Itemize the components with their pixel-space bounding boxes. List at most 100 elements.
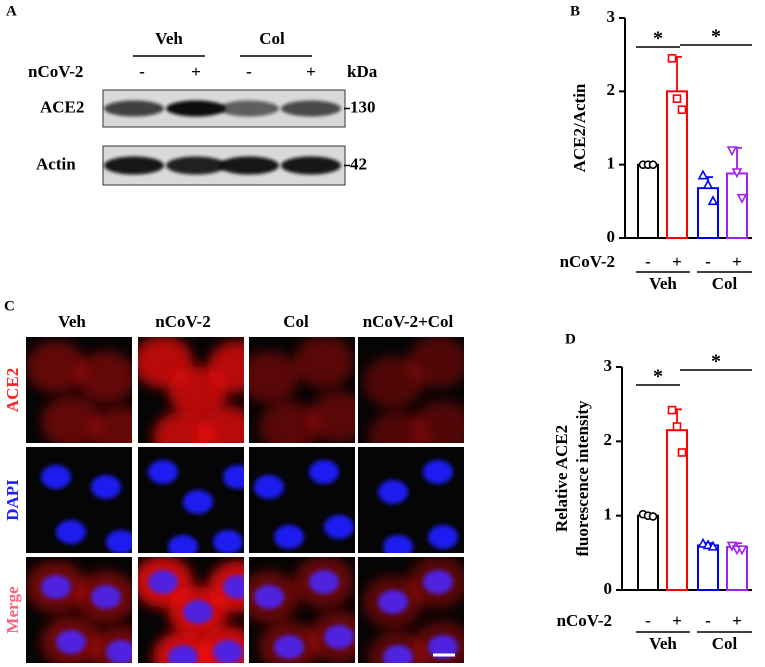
cell-ace2 [249,351,299,403]
nucleus [91,585,121,609]
nucleus [168,645,198,663]
data-point [667,54,677,63]
blot-band [166,156,226,175]
cell-ace2 [259,401,319,443]
x-tick-label: - [705,252,711,271]
panel-label: D [565,331,576,347]
row-label: Actin [36,154,76,173]
column-header: nCoV-2+Col [363,312,454,331]
data-point [667,405,677,415]
bar [697,187,719,239]
y-tick-label: 3 [607,7,616,26]
bar [697,544,719,592]
y-axis-label: ACE2/Actin [570,83,589,172]
panel-label: A [6,3,17,19]
x-tick-label: + [732,611,742,630]
micrograph [249,337,355,443]
data-point [731,168,743,179]
cell-ace2 [41,396,101,443]
nucleus [378,590,408,614]
cell-ace2 [363,356,423,408]
x-tick-label: - [645,252,651,271]
kda-label: 130 [350,97,376,116]
row-label: ACE2 [40,97,84,116]
y-axis-label: fluorescence intensity [573,400,592,556]
nucleus [274,525,304,549]
data-point [677,105,687,114]
nucleus [56,520,86,544]
data-point [702,179,714,189]
row-label: DAPI [3,479,22,521]
cell-ace2 [76,351,132,403]
nucleus [213,530,243,553]
cell-ace2 [408,337,464,388]
lane-label: - [139,62,145,81]
nucleus [183,600,213,624]
nucleus [254,475,284,499]
cell-ace2 [294,337,354,388]
bar [666,90,688,240]
micrograph [358,337,464,443]
nucleus [309,570,339,594]
lane-label: + [191,62,201,81]
y-tick-label: 0 [607,227,616,246]
y-axis-label: Relative ACE2 [552,425,571,532]
data-point [726,146,738,157]
micrograph [249,557,355,663]
data-point [707,540,719,551]
x-tick-label: + [672,252,682,271]
nucleus [309,460,339,484]
nucleus [428,525,458,549]
bar [637,163,659,240]
data-point [672,94,682,103]
bar [726,172,748,239]
column-header: Veh [58,312,86,331]
y-tick-label: 0 [604,579,613,598]
data-point [707,195,719,206]
nucleus [41,465,71,489]
lane-label: - [246,62,252,81]
nucleus [91,475,121,499]
bar [637,514,659,592]
panel-label: B [570,3,580,19]
nucleus [383,535,413,553]
group-label: Veh [649,634,677,653]
lane-label: + [306,62,316,81]
data-point [736,545,748,556]
significance-label: * [653,28,663,50]
blot-band [166,100,226,117]
x-tick-label: + [732,252,742,271]
group-label: Veh [649,274,677,293]
cell-ace2 [208,341,244,393]
cell-ace2 [26,341,86,393]
unit-label: kDa [347,62,378,81]
nucleus [106,530,132,553]
nucleus [423,460,453,484]
blot-band [104,156,164,175]
treatment-label: nCoV-2 [28,62,83,81]
nucleus [168,535,198,553]
column-header: nCoV-2 [155,312,210,331]
significance-label: * [711,26,721,48]
x-row-label: nCoV-2 [557,611,612,630]
kda-label: 42 [350,154,367,173]
nucleus [423,570,453,594]
x-tick-label: + [672,611,682,630]
y-tick-label: 1 [607,154,616,173]
x-tick-label: - [705,611,711,630]
x-tick-label: - [645,611,651,630]
data-point [677,448,687,457]
nucleus [213,640,243,663]
micrograph [358,447,464,553]
data-point [672,422,682,431]
data-point [648,160,658,169]
y-tick-label: 1 [604,505,613,524]
micrograph [138,447,244,553]
data-point [736,193,748,204]
nucleus [183,490,213,514]
blot-band [281,156,341,175]
cell-ace2 [413,401,464,443]
y-tick-label: 2 [604,430,613,449]
group-label: Col [712,634,738,653]
